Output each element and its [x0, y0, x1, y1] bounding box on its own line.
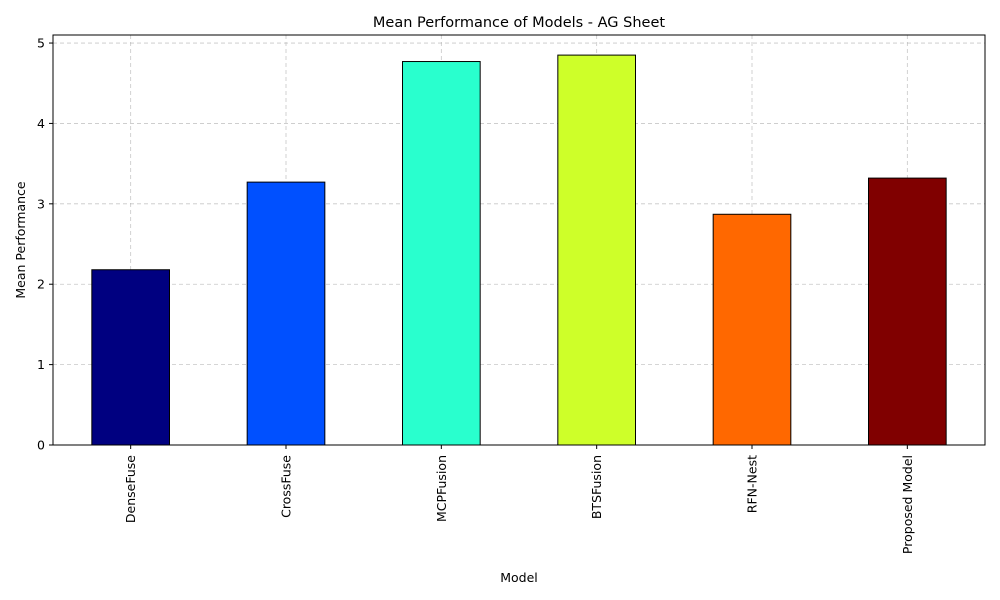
y-axis-label: Mean Performance: [13, 181, 28, 299]
bar-crossfuse: [246, 181, 326, 446]
x-tick-label: Proposed Model: [900, 455, 915, 554]
bar-btsfusion: [557, 54, 636, 446]
bars-layer: [91, 54, 947, 446]
bar-proposed-model: [868, 177, 947, 446]
x-axis-label: Model: [500, 570, 538, 585]
bar-densefuse: [91, 269, 170, 446]
y-tick-label: 2: [37, 277, 45, 292]
x-tick-label: DenseFuse: [123, 455, 138, 523]
y-tick-label: 1: [37, 357, 45, 372]
bar-mcpfusion: [402, 61, 481, 446]
x-axis: DenseFuse CrossFuse MCPFusion BTSFusion RFN-…: [123, 445, 915, 554]
x-tick-label: BTSFusion: [589, 455, 604, 519]
y-axis: 0 1 2 3 4 5: [37, 36, 53, 453]
bar-rfn-nest: [712, 213, 792, 446]
x-tick-label: CrossFuse: [279, 455, 294, 518]
y-tick-label: 4: [37, 116, 45, 131]
y-tick-label: 3: [37, 196, 45, 211]
y-tick-label: 5: [37, 36, 45, 51]
x-tick-label: MCPFusion: [434, 455, 449, 522]
x-tick-label: RFN-Nest: [745, 455, 760, 513]
y-tick-label: 0: [37, 438, 45, 453]
chart-title: Mean Performance of Models - AG Sheet: [373, 15, 665, 31]
plot-frame: [52, 34, 986, 446]
grid-layer: [53, 35, 985, 446]
